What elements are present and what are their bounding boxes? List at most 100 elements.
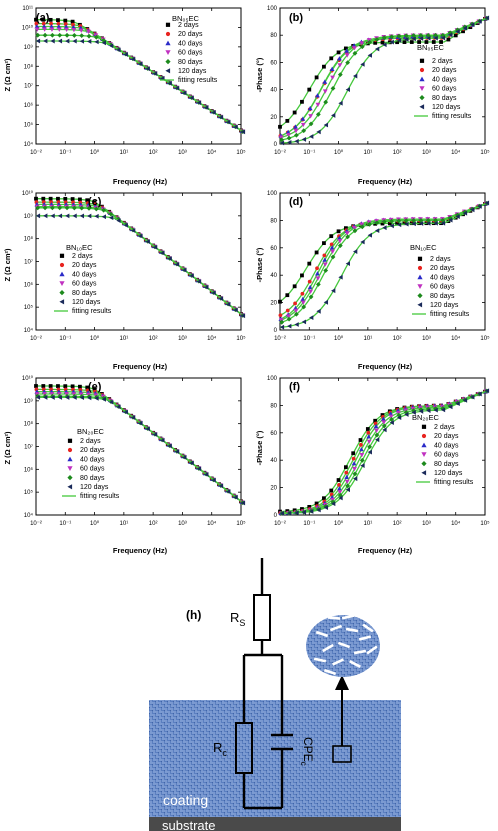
data-point: [316, 507, 321, 513]
data-point: [426, 220, 431, 226]
data-point: [204, 472, 209, 477]
data-point: [41, 196, 46, 201]
data-point: [338, 495, 343, 501]
data-point: [48, 384, 53, 388]
data-point: [93, 206, 99, 212]
legend-label: fitting results: [80, 493, 120, 500]
data-point: [41, 384, 46, 388]
data-point: [433, 407, 438, 413]
data-point: [484, 388, 490, 394]
legend-label: 120 days: [430, 302, 459, 309]
data-point: [322, 262, 328, 267]
data-point: [367, 52, 372, 58]
data-point: [373, 421, 378, 426]
x-tick-label: 10⁻¹: [303, 150, 315, 156]
x-tick-label: 10¹: [364, 150, 373, 156]
x-tick-label: 10⁰: [334, 335, 344, 342]
data-point: [64, 27, 70, 33]
y-tick-label: 20: [270, 301, 277, 307]
data-point: [174, 449, 180, 455]
x-tick-label: 10¹: [120, 150, 129, 156]
x-tick-label: 10⁻²: [274, 336, 286, 342]
data-point: [41, 21, 46, 26]
data-point: [204, 284, 209, 290]
data-point: [314, 250, 319, 255]
legend-label: 20 days: [432, 67, 457, 74]
data-point: [461, 29, 465, 34]
plot-frame: [279, 7, 486, 145]
arrow-head: [335, 675, 349, 690]
sample-label: BN₀₅EC: [417, 43, 445, 52]
data-point: [287, 510, 292, 516]
data-point: [343, 226, 348, 231]
data-point: [101, 40, 106, 46]
data-point: [323, 122, 329, 128]
data-point: [323, 299, 329, 305]
fit-line: [36, 215, 242, 315]
data-point: [421, 433, 427, 439]
legend-label: 60 days: [434, 452, 459, 459]
sample-label: BN₁₀EC: [410, 243, 437, 252]
data-point: [448, 217, 453, 223]
data-point: [418, 218, 424, 223]
legend-label: 2 days: [178, 22, 199, 29]
fit-line: [36, 201, 242, 315]
data-point: [301, 319, 307, 325]
data-point: [409, 221, 414, 226]
x-axis-label: Frequency (Hz): [113, 362, 168, 371]
data-point: [279, 137, 285, 143]
legend-label: 80 days: [430, 293, 455, 300]
substrate-label: substrate: [162, 818, 215, 831]
legend-label: 120 days: [178, 68, 207, 75]
data-point: [165, 22, 171, 27]
data-point: [396, 222, 402, 228]
data-point: [402, 40, 407, 45]
data-point: [301, 304, 307, 310]
data-point: [337, 483, 341, 487]
panel-d: 10⁻² 10⁻¹ 10⁰ 10¹ 10² 10³ 10⁴ 10⁵ 0 20 40 60 80 100 (…: [255, 191, 490, 371]
panel-letter: (b): [289, 12, 303, 24]
data-point: [49, 392, 55, 397]
data-point: [477, 18, 482, 24]
data-point: [300, 296, 306, 301]
x-tick-label: 10⁻²: [274, 521, 286, 527]
data-point: [34, 17, 38, 22]
data-point: [389, 39, 394, 45]
y-tick-label: 10¹¹: [22, 6, 33, 12]
rc-label: Rc: [213, 740, 227, 758]
data-point: [63, 24, 69, 29]
data-point: [41, 24, 47, 29]
panel-c: 10⁻² 10⁻¹ 10⁰ 10¹ 10² 10³ 10⁴ 10⁵ 10⁴ 10⁵ 10⁶ 10⁷ 10…: [3, 190, 246, 371]
data-point: [174, 261, 180, 267]
data-point: [182, 267, 187, 273]
data-point: [345, 87, 350, 92]
data-point: [329, 66, 335, 71]
data-point: [50, 393, 55, 399]
data-point: [344, 479, 350, 485]
y-tick-label: 60: [270, 60, 277, 66]
data-point: [42, 392, 48, 397]
data-point: [78, 384, 82, 389]
data-point: [440, 35, 446, 41]
data-point: [338, 100, 343, 106]
data-point: [300, 116, 306, 121]
data-point: [57, 38, 63, 44]
data-point: [330, 254, 336, 260]
data-point: [48, 196, 53, 201]
data-point: [94, 213, 99, 219]
data-point: [404, 412, 409, 417]
legend-label: 60 days: [430, 284, 455, 291]
y-tick-label: 10⁶: [24, 281, 34, 288]
data-point: [101, 207, 107, 213]
data-point: [421, 442, 427, 448]
data-point: [279, 319, 285, 325]
data-point: [382, 225, 387, 231]
x-tick-label: 10¹: [364, 521, 373, 527]
data-point: [365, 427, 370, 431]
data-point: [65, 38, 70, 44]
data-point: [373, 40, 378, 45]
data-point: [279, 140, 285, 146]
data-point: [78, 197, 82, 202]
data-point: [330, 249, 335, 254]
data-point: [79, 395, 85, 401]
